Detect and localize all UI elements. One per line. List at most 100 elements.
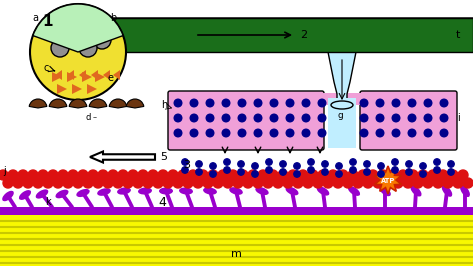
Circle shape bbox=[440, 129, 448, 137]
Circle shape bbox=[273, 178, 283, 188]
Circle shape bbox=[58, 170, 68, 180]
Circle shape bbox=[173, 178, 183, 188]
Circle shape bbox=[206, 129, 214, 137]
Circle shape bbox=[348, 170, 358, 180]
Text: a: a bbox=[32, 13, 38, 23]
Polygon shape bbox=[55, 70, 62, 80]
Circle shape bbox=[222, 99, 230, 107]
Circle shape bbox=[238, 114, 246, 122]
Polygon shape bbox=[50, 18, 473, 52]
Circle shape bbox=[8, 170, 18, 180]
Ellipse shape bbox=[286, 187, 298, 195]
Circle shape bbox=[302, 114, 310, 122]
Circle shape bbox=[383, 178, 393, 188]
Text: e: e bbox=[107, 73, 113, 83]
Circle shape bbox=[303, 178, 313, 188]
Text: 2: 2 bbox=[300, 30, 307, 40]
Circle shape bbox=[294, 163, 300, 169]
Circle shape bbox=[206, 99, 214, 107]
Circle shape bbox=[318, 129, 326, 137]
Circle shape bbox=[252, 171, 258, 177]
Circle shape bbox=[210, 163, 216, 169]
Polygon shape bbox=[79, 70, 86, 80]
Wedge shape bbox=[29, 99, 47, 108]
Circle shape bbox=[453, 178, 463, 188]
Circle shape bbox=[174, 129, 182, 137]
Circle shape bbox=[108, 170, 118, 180]
Circle shape bbox=[252, 163, 258, 169]
Circle shape bbox=[360, 114, 368, 122]
Circle shape bbox=[424, 99, 432, 107]
Polygon shape bbox=[113, 70, 120, 80]
Circle shape bbox=[353, 178, 363, 188]
Polygon shape bbox=[95, 72, 105, 82]
Circle shape bbox=[440, 114, 448, 122]
Circle shape bbox=[406, 169, 412, 175]
Circle shape bbox=[322, 161, 328, 167]
Circle shape bbox=[323, 178, 333, 188]
Circle shape bbox=[3, 178, 13, 188]
Polygon shape bbox=[72, 84, 82, 94]
Circle shape bbox=[203, 178, 213, 188]
Circle shape bbox=[28, 170, 38, 180]
Circle shape bbox=[294, 171, 300, 177]
Circle shape bbox=[81, 13, 99, 31]
Ellipse shape bbox=[35, 189, 48, 199]
Text: d: d bbox=[85, 113, 91, 122]
Text: h: h bbox=[161, 100, 167, 110]
Wedge shape bbox=[89, 99, 107, 108]
Circle shape bbox=[443, 178, 453, 188]
Polygon shape bbox=[57, 84, 67, 94]
Circle shape bbox=[373, 178, 383, 188]
Circle shape bbox=[79, 39, 97, 57]
Circle shape bbox=[363, 178, 373, 188]
Circle shape bbox=[318, 170, 328, 180]
Circle shape bbox=[392, 167, 398, 173]
Circle shape bbox=[338, 170, 348, 180]
Ellipse shape bbox=[460, 185, 470, 197]
Circle shape bbox=[286, 99, 294, 107]
Ellipse shape bbox=[2, 191, 14, 201]
Circle shape bbox=[318, 99, 326, 107]
Circle shape bbox=[196, 169, 202, 175]
Bar bbox=[50, 18, 473, 52]
Wedge shape bbox=[33, 4, 123, 52]
Circle shape bbox=[254, 99, 262, 107]
Circle shape bbox=[193, 178, 203, 188]
Circle shape bbox=[434, 159, 440, 165]
Ellipse shape bbox=[179, 188, 193, 194]
Circle shape bbox=[223, 178, 233, 188]
Text: m: m bbox=[230, 249, 241, 259]
Circle shape bbox=[376, 99, 384, 107]
Circle shape bbox=[113, 178, 123, 188]
Circle shape bbox=[364, 161, 370, 167]
Bar bbox=[328, 98, 356, 148]
Circle shape bbox=[318, 114, 326, 122]
Ellipse shape bbox=[229, 187, 243, 195]
Ellipse shape bbox=[55, 190, 69, 198]
Circle shape bbox=[224, 159, 230, 165]
Circle shape bbox=[196, 161, 202, 167]
Circle shape bbox=[280, 169, 286, 175]
Circle shape bbox=[408, 170, 418, 180]
Circle shape bbox=[98, 170, 108, 180]
Wedge shape bbox=[49, 99, 67, 108]
Circle shape bbox=[238, 169, 244, 175]
Circle shape bbox=[408, 114, 416, 122]
Circle shape bbox=[123, 178, 133, 188]
Circle shape bbox=[0, 170, 8, 180]
Polygon shape bbox=[52, 72, 62, 82]
Circle shape bbox=[222, 114, 230, 122]
Circle shape bbox=[188, 170, 198, 180]
FancyBboxPatch shape bbox=[360, 91, 457, 150]
Circle shape bbox=[420, 171, 426, 177]
Text: b: b bbox=[110, 13, 116, 23]
Circle shape bbox=[254, 129, 262, 137]
Circle shape bbox=[13, 178, 23, 188]
Circle shape bbox=[433, 178, 443, 188]
Text: 4: 4 bbox=[158, 196, 166, 209]
Ellipse shape bbox=[159, 188, 173, 194]
Circle shape bbox=[308, 159, 314, 165]
Ellipse shape bbox=[19, 190, 31, 200]
Circle shape bbox=[38, 170, 48, 180]
